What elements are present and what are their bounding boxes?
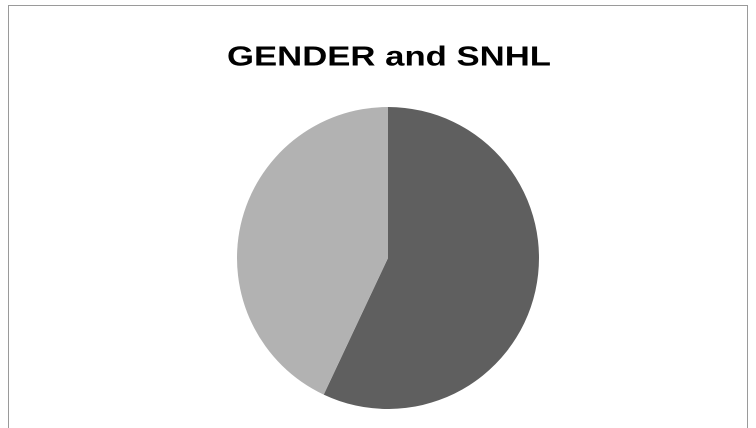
pie-slice (237, 107, 388, 395)
pie-slice (323, 107, 540, 409)
chart-title: GENDER and SNHL (227, 40, 551, 71)
